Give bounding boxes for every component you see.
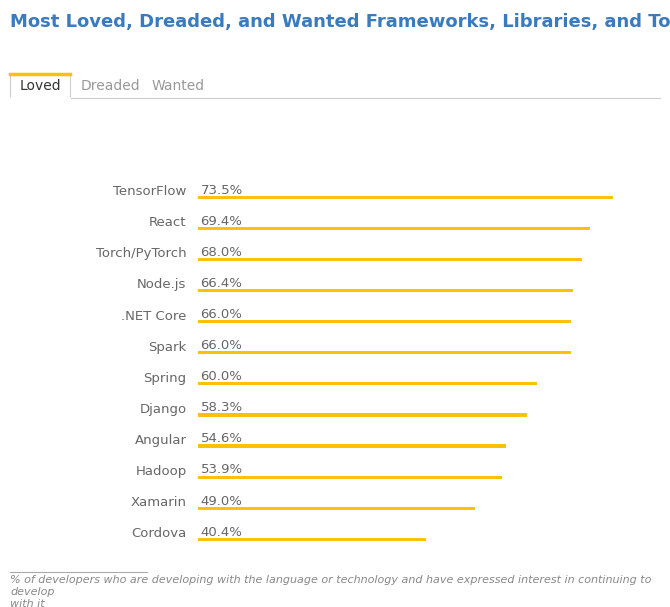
Text: % of developers who are developing with the language or technology and have expr: % of developers who are developing with …: [10, 575, 651, 607]
Text: 73.5%: 73.5%: [200, 184, 243, 197]
Text: 66.4%: 66.4%: [200, 277, 243, 290]
Text: 58.3%: 58.3%: [200, 401, 243, 415]
Text: Most Loved, Dreaded, and Wanted Frameworks, Libraries, and Tools: Most Loved, Dreaded, and Wanted Framewor…: [10, 13, 670, 32]
Bar: [198, 227, 590, 230]
Bar: [198, 289, 573, 292]
Bar: [198, 382, 537, 385]
Text: 54.6%: 54.6%: [200, 432, 243, 446]
Bar: [198, 444, 507, 447]
Text: 49.0%: 49.0%: [200, 495, 243, 507]
Text: Wanted: Wanted: [152, 79, 205, 93]
Bar: [198, 413, 527, 416]
Text: 69.4%: 69.4%: [200, 215, 243, 228]
Bar: [198, 258, 582, 261]
Bar: [198, 475, 502, 479]
Text: 60.0%: 60.0%: [200, 370, 243, 383]
Bar: [198, 507, 474, 510]
Bar: [198, 351, 571, 354]
Bar: [198, 538, 426, 541]
Text: 53.9%: 53.9%: [200, 464, 243, 476]
Text: Loved: Loved: [19, 79, 61, 93]
Text: 66.0%: 66.0%: [200, 308, 243, 321]
Text: 66.0%: 66.0%: [200, 339, 243, 352]
Text: 68.0%: 68.0%: [200, 246, 243, 259]
Text: 40.4%: 40.4%: [200, 526, 243, 538]
Bar: [198, 196, 613, 199]
Text: Dreaded: Dreaded: [81, 79, 140, 93]
Bar: [198, 320, 571, 324]
